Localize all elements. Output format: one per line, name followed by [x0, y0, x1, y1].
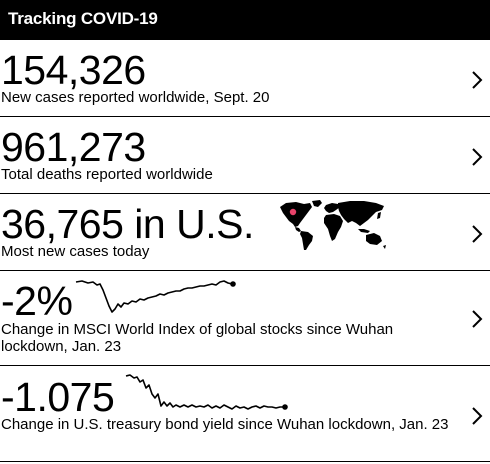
stat-label: New cases reported worldwide, Sept. 20 [1, 89, 270, 106]
stat-value: -2% [1, 278, 73, 324]
sparkline-end-dot [282, 404, 288, 410]
stat-row-msci[interactable]: -2% Change in MSCI World Index of global… [0, 271, 490, 366]
stat-row-treasury[interactable]: -1.075 Change in U.S. treasury bond yiel… [0, 366, 490, 462]
chevron-right-icon[interactable] [470, 147, 484, 167]
msci-sparkline [75, 280, 236, 313]
stat-value: 961,273 [1, 124, 146, 170]
world-map-icon [280, 200, 386, 250]
treasury-sparkline [125, 374, 288, 410]
stat-label: Change in U.S. treasury bond yield since… [1, 416, 449, 433]
stat-row-us-cases[interactable]: 36,765 in U.S. Most new cases today [0, 194, 490, 271]
stat-label: Change in MSCI World Index of global sto… [1, 321, 394, 355]
stat-row-new-cases[interactable]: 154,326 New cases reported worldwide, Se… [0, 40, 490, 117]
stat-value: -1.075 [1, 374, 115, 420]
stat-label: Most new cases today [1, 243, 150, 260]
header-bar: Tracking COVID-19 [0, 0, 490, 40]
chevron-right-icon[interactable] [470, 224, 484, 244]
chevron-right-icon[interactable] [470, 309, 484, 329]
header-title: Tracking COVID-19 [8, 9, 158, 28]
stat-value: 36,765 in U.S. [1, 201, 254, 247]
us-highlight-marker [289, 208, 297, 216]
sparkline-end-dot [230, 281, 236, 287]
stat-value: 154,326 [1, 47, 146, 93]
chevron-right-icon[interactable] [470, 406, 484, 426]
stat-label: Total deaths reported worldwide [1, 166, 213, 183]
chevron-right-icon[interactable] [470, 70, 484, 90]
stat-row-total-deaths[interactable]: 961,273 Total deaths reported worldwide [0, 117, 490, 194]
